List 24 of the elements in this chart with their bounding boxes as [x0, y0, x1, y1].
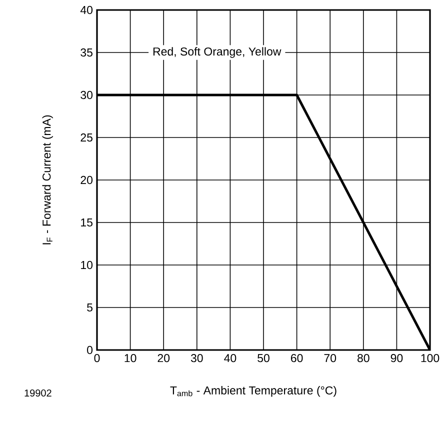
y-tick-label: 0 [87, 346, 93, 354]
x-tick-label: 10 [124, 354, 136, 362]
text: 19902 [24, 389, 52, 397]
y-tick-label: 10 [81, 260, 93, 270]
y-tick-label: 20 [80, 176, 93, 184]
x-tick-label: 20 [158, 354, 170, 362]
x-tick-label: 0 [94, 354, 100, 362]
x-axis-title: T$_{amb}$ - Ambient Temperature (°C) [170, 386, 336, 397]
x-tick-label: 60 [290, 354, 303, 362]
x-tick-label: 50 [258, 354, 270, 362]
y-tick-label: 25 [80, 133, 92, 142]
x-tick-label: 70 [324, 354, 336, 362]
y-tick-label: 15 [81, 218, 92, 227]
y-tick-label: 35 [80, 48, 92, 57]
x-tick-label: 40 [224, 354, 236, 362]
x-tick-label: 100 [421, 354, 440, 362]
y-tick-label: 5 [87, 303, 92, 312]
x-tick-label: 90 [390, 354, 403, 362]
y-tick-label: 40 [80, 6, 93, 14]
y-tick-label: 30 [80, 90, 93, 100]
x-tick-label: 80 [358, 354, 370, 362]
x-tick-label: 30 [190, 354, 203, 362]
annotation: Red, Soft Orange, Yellow [153, 47, 282, 58]
y-axis-title: I$_{F}$ - Forward Current (mA) [42, 115, 53, 244]
